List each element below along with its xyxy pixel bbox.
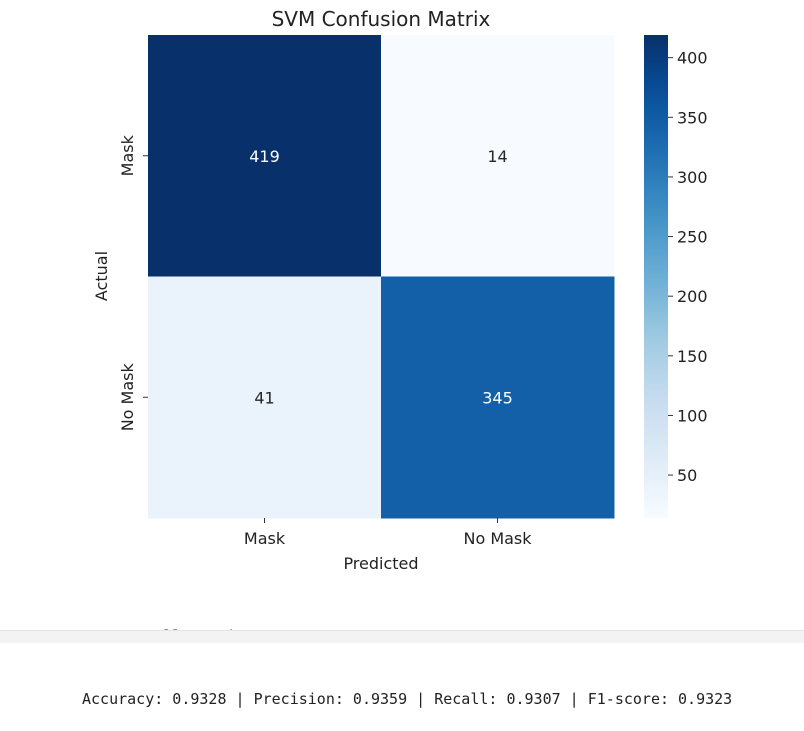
x-tick-label: Mask [244,529,286,548]
x-axis-label: Predicted [343,554,418,573]
colorbar-tick-label: 50 [677,466,697,485]
colorbar: 50 100 150 200 250 300 350 400 [644,35,708,518]
heatmap-cell [381,35,615,277]
metrics-line: Accuracy: 0.9328 | Precision: 0.9359 | R… [82,690,733,708]
cell-value-label: 419 [249,147,280,166]
x-tick-label: No Mask [463,529,532,548]
heatmap-cell [148,35,382,277]
y-tick-label: No Mask [118,362,137,431]
colorbar-tick-label: 300 [677,168,708,187]
colorbar-tick-label: 250 [677,228,708,247]
colorbar-tick-label: 100 [677,406,708,425]
y-axis-label: Actual [92,251,111,301]
colorbar-tick-label: 150 [677,347,708,366]
colorbar-tick-label: 400 [677,49,708,68]
y-tick-label: Mask [118,134,137,176]
bottom-strip [0,630,804,643]
cell-value-label: 14 [487,147,507,166]
heatmap-grid: 419 14 41 345 [148,35,615,519]
x-axis: Mask No Mask [244,518,532,548]
cell-value-label: 41 [254,388,274,407]
colorbar-tick-label: 350 [677,108,708,127]
metrics-output: SVM Overall Metrics: Accuracy: 0.9328 | … [82,584,732,731]
y-axis: Mask No Mask [118,134,148,431]
heatmap-cell [148,276,382,519]
colorbar-tick-label: 200 [677,287,708,306]
cell-value-label: 345 [482,388,513,407]
colorbar-gradient [644,35,668,518]
confusion-matrix-figure: SVM Confusion Matrix 419 14 41 345 Mask No M… [92,7,708,573]
chart-title: SVM Confusion Matrix [272,7,491,31]
heatmap-cell [381,276,615,519]
